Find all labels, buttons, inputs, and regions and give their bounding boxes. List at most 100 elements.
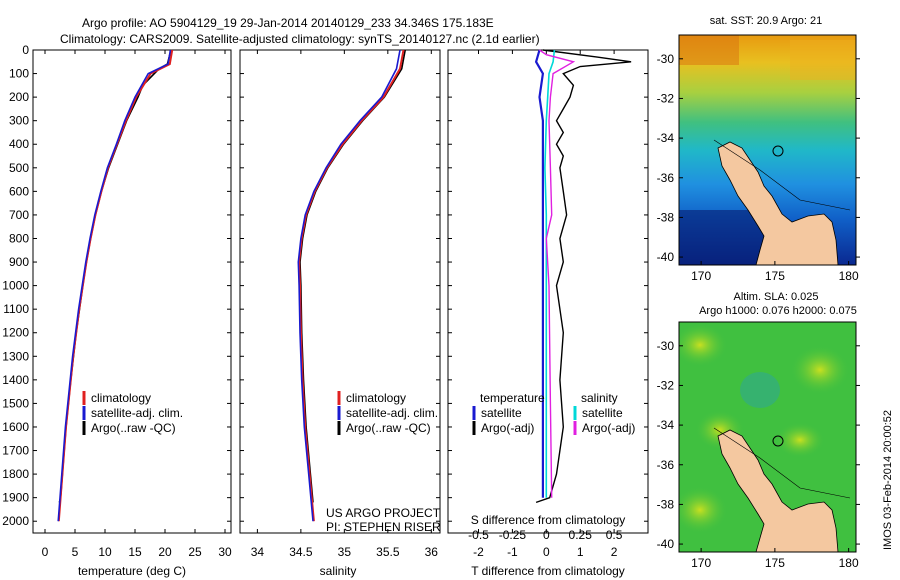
depth-tick-label: 1900 <box>2 491 29 505</box>
legend-satellite: satellite-adj. clim. <box>91 406 183 420</box>
title-line-2: Climatology: CARS2009. Satellite-adjuste… <box>60 32 540 46</box>
map-lat-tick: -38 <box>657 210 675 224</box>
x-tick-label: 20 <box>158 545 172 559</box>
x-tick-label: 0 <box>42 545 49 559</box>
depth-tick-label: 1800 <box>2 467 29 481</box>
x-tick-label: 35.5 <box>376 545 400 559</box>
map-lon-tick: 180 <box>839 269 859 283</box>
difference-xlabel: T difference from climatology <box>471 564 625 578</box>
climatology-temperature-line <box>57 49 174 522</box>
difference-legend: temperature salinity satellite Argo(-adj… <box>472 391 635 435</box>
map-lon-tick: 175 <box>765 556 785 570</box>
depth-tick-label: 800 <box>9 231 29 245</box>
salinity-legend: climatology satellite-adj. clim. Argo(..… <box>326 391 441 534</box>
depth-tick-label: 1700 <box>2 444 29 458</box>
temperature-xlabel: temperature (deg C) <box>78 564 186 578</box>
depth-tick-label: 1400 <box>2 373 29 387</box>
sst-argo-location-marker <box>772 145 784 157</box>
map-lon-tick: 170 <box>691 556 711 570</box>
top-tick-label: -0.25 <box>499 528 527 542</box>
temperature-legend: climatology satellite-adj. clim. Argo(..… <box>82 391 183 435</box>
top-tick-label: 0.5 <box>606 528 623 542</box>
legend-argo: Argo(..raw -QC) <box>346 421 431 435</box>
legend-climatology: climatology <box>91 391 151 405</box>
s-difference-argo-line <box>539 49 576 498</box>
temperature-series <box>57 49 174 522</box>
s-difference-satellite-line <box>544 49 556 498</box>
map-lat-tick: -40 <box>657 250 675 264</box>
legend-t-satellite: satellite <box>481 406 522 420</box>
x-tick-label: 36 <box>425 545 439 559</box>
difference-series <box>534 49 632 504</box>
map-lat-tick: -34 <box>657 131 675 145</box>
x-tick-label: 34 <box>251 545 265 559</box>
legend-climatology: climatology <box>346 391 406 405</box>
salinity-series <box>297 49 406 522</box>
depth-tick-label: 2000 <box>2 514 29 528</box>
x-tick-label: 15 <box>128 545 142 559</box>
depth-tick-label: 600 <box>9 184 29 198</box>
legend-argo: Argo(..raw -QC) <box>91 421 176 435</box>
depth-tick-label: 100 <box>9 67 29 81</box>
depth-axis: 0 100 200 300 400 500 600 700 800 900 1000 1100 1200… <box>2 43 648 528</box>
sla-title-1: Altim. SLA: 0.025 <box>734 291 819 303</box>
legend-s-satellite: satellite <box>582 406 623 420</box>
imos-timestamp: IMOS 03-Feb-2014 20:00:52 <box>882 410 894 550</box>
sst-map <box>679 35 856 265</box>
x-tick-label: 10 <box>98 545 112 559</box>
sla-argo-location-marker <box>772 435 784 447</box>
map-lon-tick: 180 <box>839 556 859 570</box>
title-line-1: Argo profile: AO 5904129_19 29-Jan-2014 … <box>82 16 494 30</box>
legend-satellite: satellite-adj. clim. <box>346 406 438 420</box>
map-lat-tick: -34 <box>657 418 675 432</box>
climatology-salinity-line <box>298 49 405 522</box>
top-tick-label: 0 <box>543 528 550 542</box>
difference-panel <box>447 49 649 534</box>
temperature-panel <box>32 49 232 534</box>
salinity-x-axis: 34 34.5 35 35.5 36 <box>251 50 439 559</box>
depth-tick-label: 200 <box>9 90 29 104</box>
depth-tick-label: 300 <box>9 114 29 128</box>
depth-tick-label: 500 <box>9 161 29 175</box>
x-tick-label: 5 <box>72 545 79 559</box>
legend-t-argo: Argo(-adj) <box>481 421 534 435</box>
depth-tick-label: 1200 <box>2 326 29 340</box>
difference-x-axis: -2 -1 0 1 2 <box>473 50 618 559</box>
map-lon-tick: 175 <box>765 269 785 283</box>
sst-map-frame <box>678 34 857 266</box>
map-axes: -30 -32 -34 -36 -38 -40 170 175 180 -30 -32 -34 -36 -… <box>657 52 860 570</box>
x-tick-label: 1 <box>577 545 584 559</box>
legend-s-argo: Argo(-adj) <box>582 421 635 435</box>
sst-title: sat. SST: 20.9 Argo: 21 <box>710 15 823 27</box>
satellite-salinity-line <box>297 49 401 522</box>
depth-tick-label: 400 <box>9 137 29 151</box>
map-lat-tick: -30 <box>657 339 675 353</box>
depth-tick-label: 1300 <box>2 349 29 363</box>
legend-temperature-title: temperature <box>480 391 545 405</box>
credit-pi: PI: STEPHEN RISER <box>326 520 441 534</box>
map-lat-tick: -36 <box>657 458 675 472</box>
temperature-x-axis: 0 5 10 15 20 25 30 <box>42 50 232 559</box>
x-tick-label: 2 <box>611 545 618 559</box>
map-lat-tick: -30 <box>657 52 675 66</box>
sla-map <box>679 322 856 552</box>
map-lat-tick: -38 <box>657 497 675 511</box>
t-difference-argo-line <box>535 49 632 504</box>
x-tick-label: 0 <box>543 545 550 559</box>
difference-top-axis: -0.5 -0.25 0 0.25 0.5 <box>468 528 623 542</box>
x-tick-label: 34.5 <box>289 545 313 559</box>
x-tick-label: -1 <box>507 545 518 559</box>
salinity-panel <box>239 49 441 534</box>
map-lat-tick: -40 <box>657 537 675 551</box>
t-difference-satellite-line <box>534 49 545 498</box>
x-tick-label: -2 <box>473 545 484 559</box>
sla-map-frame <box>678 321 857 553</box>
salinity-xlabel: salinity <box>320 564 357 578</box>
x-tick-label: 35 <box>338 545 352 559</box>
top-tick-label: 0.25 <box>569 528 593 542</box>
top-tick-label: -0.5 <box>468 528 489 542</box>
depth-tick-label: 1500 <box>2 396 29 410</box>
depth-tick-label: 700 <box>9 208 29 222</box>
depth-tick-label: 1100 <box>3 302 29 316</box>
depth-tick-label: 900 <box>9 255 29 269</box>
